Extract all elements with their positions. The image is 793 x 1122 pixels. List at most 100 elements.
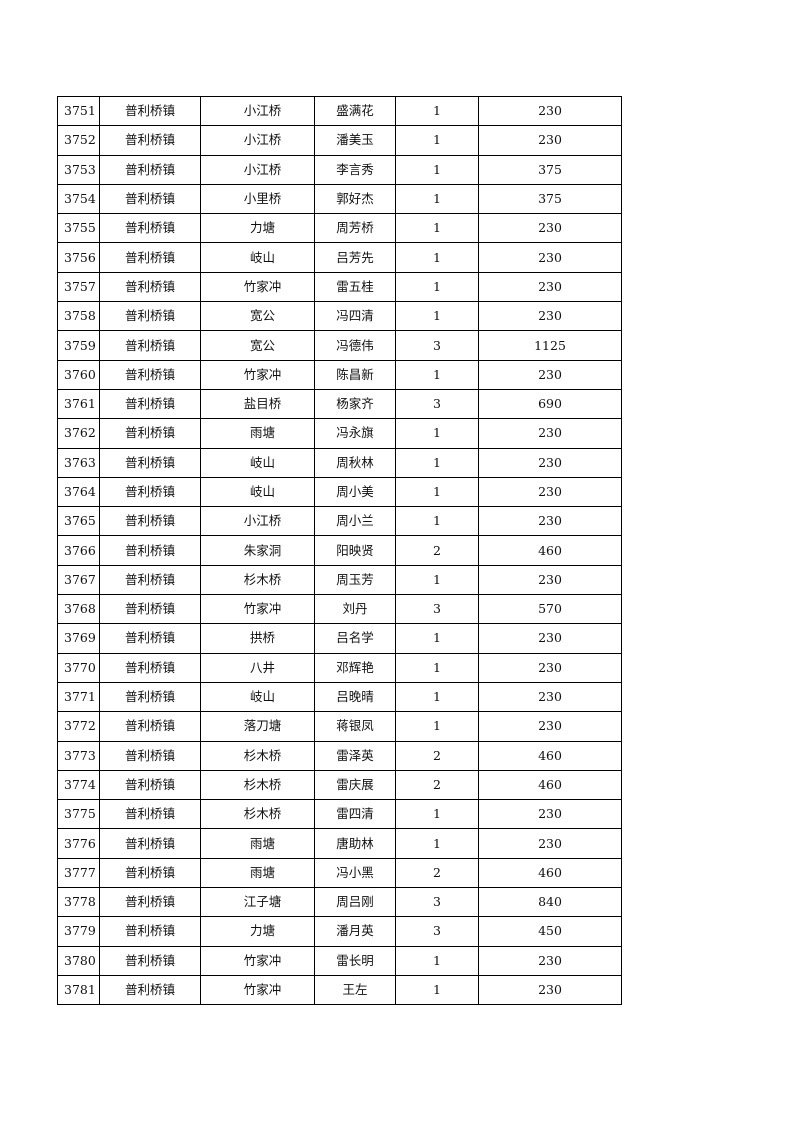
- amount-cell: 1125: [478, 330, 622, 361]
- amount-cell: 230: [478, 623, 622, 654]
- village-cell: 杉木桥: [200, 740, 315, 771]
- row-number-cell: 3751: [57, 95, 100, 127]
- count-cell: 2: [395, 857, 479, 889]
- row-number-cell: 3773: [57, 740, 100, 771]
- amount-cell: 230: [478, 359, 622, 390]
- amount-cell: 450: [478, 916, 622, 947]
- amount-cell: 460: [478, 535, 622, 566]
- count-cell: 3: [395, 330, 479, 361]
- table-row: 3752 普利桥镇 小江桥 潘美玉 1 230: [57, 125, 622, 156]
- table-row: 3771 普利桥镇 岐山 吕晚晴 1 230: [57, 681, 622, 713]
- person-name-cell: 雷长明: [314, 945, 396, 976]
- village-cell: 岐山: [200, 476, 315, 508]
- row-number-cell: 3760: [57, 359, 100, 390]
- person-name-cell: 雷泽英: [314, 740, 396, 771]
- village-cell: 杉木桥: [200, 799, 315, 830]
- village-cell: 竹家冲: [200, 594, 315, 625]
- table-row: 3774 普利桥镇 杉木桥 雷庆展 2 460: [57, 769, 622, 801]
- town-cell: 普利桥镇: [99, 594, 201, 625]
- town-cell: 普利桥镇: [99, 330, 201, 361]
- count-cell: 1: [395, 476, 479, 508]
- row-number-cell: 3759: [57, 330, 100, 361]
- amount-cell: 230: [478, 447, 622, 478]
- row-number-cell: 3779: [57, 916, 100, 947]
- village-cell: 岐山: [200, 681, 315, 713]
- row-number-cell: 3755: [57, 213, 100, 244]
- town-cell: 普利桥镇: [99, 652, 201, 683]
- person-name-cell: 冯德伟: [314, 330, 396, 361]
- amount-cell: 230: [478, 564, 622, 596]
- count-cell: 1: [395, 799, 479, 830]
- count-cell: 1: [395, 359, 479, 390]
- count-cell: 2: [395, 535, 479, 566]
- row-number-cell: 3768: [57, 594, 100, 625]
- count-cell: 1: [395, 418, 479, 449]
- person-name-cell: 刘丹: [314, 594, 396, 625]
- person-name-cell: 吕名学: [314, 623, 396, 654]
- person-name-cell: 蒋银凤: [314, 711, 396, 742]
- count-cell: 1: [395, 154, 479, 185]
- row-number-cell: 3754: [57, 183, 100, 215]
- table-row: 3772 普利桥镇 落刀塘 蒋银凤 1 230: [57, 711, 622, 742]
- village-cell: 雨塘: [200, 857, 315, 889]
- town-cell: 普利桥镇: [99, 564, 201, 596]
- count-cell: 1: [395, 271, 479, 303]
- town-cell: 普利桥镇: [99, 711, 201, 742]
- table-row: 3753 普利桥镇 小江桥 李言秀 1 375: [57, 154, 622, 185]
- person-name-cell: 周芳桥: [314, 213, 396, 244]
- table-row: 3765 普利桥镇 小江桥 周小兰 1 230: [57, 506, 622, 537]
- town-cell: 普利桥镇: [99, 125, 201, 156]
- town-cell: 普利桥镇: [99, 271, 201, 303]
- count-cell: 1: [395, 447, 479, 478]
- amount-cell: 460: [478, 857, 622, 889]
- count-cell: 2: [395, 740, 479, 771]
- table-row: 3780 普利桥镇 竹家冲 雷长明 1 230: [57, 945, 622, 976]
- row-number-cell: 3757: [57, 271, 100, 303]
- amount-cell: 230: [478, 652, 622, 683]
- count-cell: 1: [395, 242, 479, 273]
- person-name-cell: 潘月英: [314, 916, 396, 947]
- count-cell: 3: [395, 388, 479, 420]
- table-row: 3769 普利桥镇 拱桥 吕名学 1 230: [57, 623, 622, 654]
- table-row: 3775 普利桥镇 杉木桥 雷四清 1 230: [57, 799, 622, 830]
- amount-cell: 230: [478, 125, 622, 156]
- village-cell: 雨塘: [200, 418, 315, 449]
- count-cell: 1: [395, 125, 479, 156]
- table-row: 3773 普利桥镇 杉木桥 雷泽英 2 460: [57, 740, 622, 771]
- village-cell: 拱桥: [200, 623, 315, 654]
- village-cell: 小江桥: [200, 125, 315, 156]
- row-number-cell: 3756: [57, 242, 100, 273]
- town-cell: 普利桥镇: [99, 301, 201, 332]
- count-cell: 1: [395, 623, 479, 654]
- town-cell: 普利桥镇: [99, 95, 201, 127]
- village-cell: 竹家冲: [200, 271, 315, 303]
- town-cell: 普利桥镇: [99, 213, 201, 244]
- amount-cell: 230: [478, 828, 622, 859]
- person-name-cell: 周秋林: [314, 447, 396, 478]
- row-number-cell: 3776: [57, 828, 100, 859]
- table-row: 3767 普利桥镇 杉木桥 周玉芳 1 230: [57, 564, 622, 596]
- village-cell: 宽公: [200, 330, 315, 361]
- village-cell: 杉木桥: [200, 769, 315, 801]
- count-cell: 2: [395, 769, 479, 801]
- count-cell: 1: [395, 213, 479, 244]
- person-name-cell: 雷庆展: [314, 769, 396, 801]
- village-cell: 竹家冲: [200, 974, 315, 1006]
- table-row: 3751 普利桥镇 小江桥 盛满花 1 230: [57, 95, 622, 127]
- row-number-cell: 3780: [57, 945, 100, 976]
- count-cell: 1: [395, 301, 479, 332]
- amount-cell: 230: [478, 213, 622, 244]
- amount-cell: 690: [478, 388, 622, 420]
- table-row: 3757 普利桥镇 竹家冲 雷五桂 1 230: [57, 271, 622, 303]
- table-row: 3779 普利桥镇 力塘 潘月英 3 450: [57, 916, 622, 947]
- village-cell: 岐山: [200, 447, 315, 478]
- row-number-cell: 3767: [57, 564, 100, 596]
- person-name-cell: 周小美: [314, 476, 396, 508]
- table-row: 3778 普利桥镇 江子塘 周吕刚 3 840: [57, 887, 622, 918]
- person-name-cell: 周吕刚: [314, 887, 396, 918]
- row-number-cell: 3777: [57, 857, 100, 889]
- town-cell: 普利桥镇: [99, 359, 201, 390]
- row-number-cell: 3765: [57, 506, 100, 537]
- table-row: 3759 普利桥镇 宽公 冯德伟 3 1125: [57, 330, 622, 361]
- village-cell: 朱家洞: [200, 535, 315, 566]
